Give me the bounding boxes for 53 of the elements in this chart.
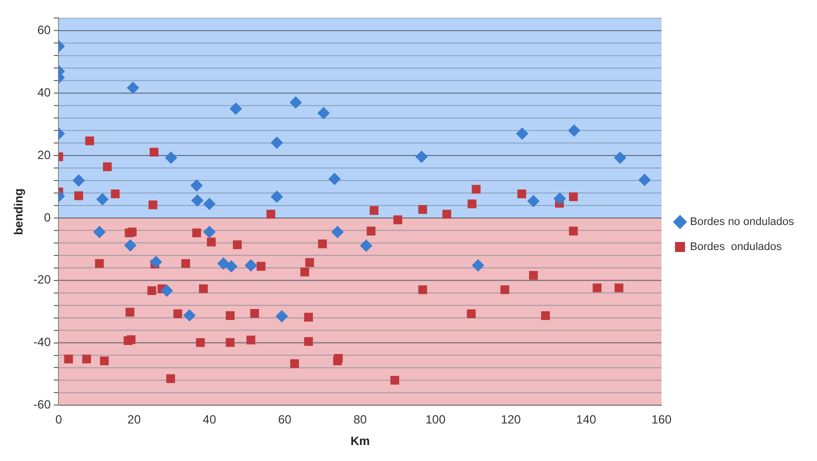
y-tick-label: 0: [44, 210, 52, 224]
point: [244, 259, 257, 272]
point: [191, 194, 204, 206]
x-tick-label: 140: [576, 412, 597, 427]
y-tick-label: -40: [33, 335, 52, 350]
point: [124, 239, 136, 252]
point: [614, 152, 626, 164]
x-tick-label: 120: [500, 412, 522, 427]
x-tick-label: 60: [278, 412, 292, 427]
point: [360, 240, 372, 252]
point: [203, 198, 216, 210]
point: [472, 259, 484, 272]
point: [225, 260, 238, 272]
point: [217, 258, 230, 270]
point: [318, 107, 330, 120]
y-tick-label: 60: [37, 22, 52, 37]
point: [328, 172, 341, 185]
point: [160, 284, 173, 297]
point: [638, 174, 651, 186]
x-axis-title: Km: [350, 434, 370, 448]
point: [527, 195, 540, 208]
point: [290, 96, 302, 108]
point: [93, 226, 106, 238]
legend-label: Bordes no ondulados: [690, 216, 794, 228]
point: [516, 128, 528, 140]
y-axis-title: bending: [12, 188, 26, 236]
legend-label: Bordes ondulados: [690, 241, 782, 254]
x-tick-label: 80: [353, 412, 368, 427]
point: [332, 226, 344, 238]
point: [126, 82, 139, 94]
point: [416, 150, 428, 163]
point: [554, 192, 566, 205]
point: [183, 309, 196, 322]
y-tick-label: 40: [37, 85, 52, 100]
y-tick-label: -20: [33, 272, 52, 287]
point: [190, 179, 203, 192]
point: [568, 124, 580, 137]
point: [203, 226, 216, 238]
point: [276, 310, 288, 322]
y-tick-label: 20: [37, 148, 52, 162]
point: [270, 190, 283, 203]
x-tick-label: 20: [127, 412, 142, 427]
x-tick-label: 160: [652, 412, 672, 427]
y-tick-label: -60: [33, 398, 52, 412]
point: [72, 174, 85, 186]
point: [150, 256, 162, 268]
point: [165, 152, 178, 164]
point: [270, 136, 283, 149]
x-tick-label: 0: [55, 412, 62, 427]
x-tick-label: 100: [425, 412, 446, 427]
x-tick-label: 40: [202, 412, 216, 427]
point: [96, 193, 108, 206]
point: [230, 102, 242, 115]
